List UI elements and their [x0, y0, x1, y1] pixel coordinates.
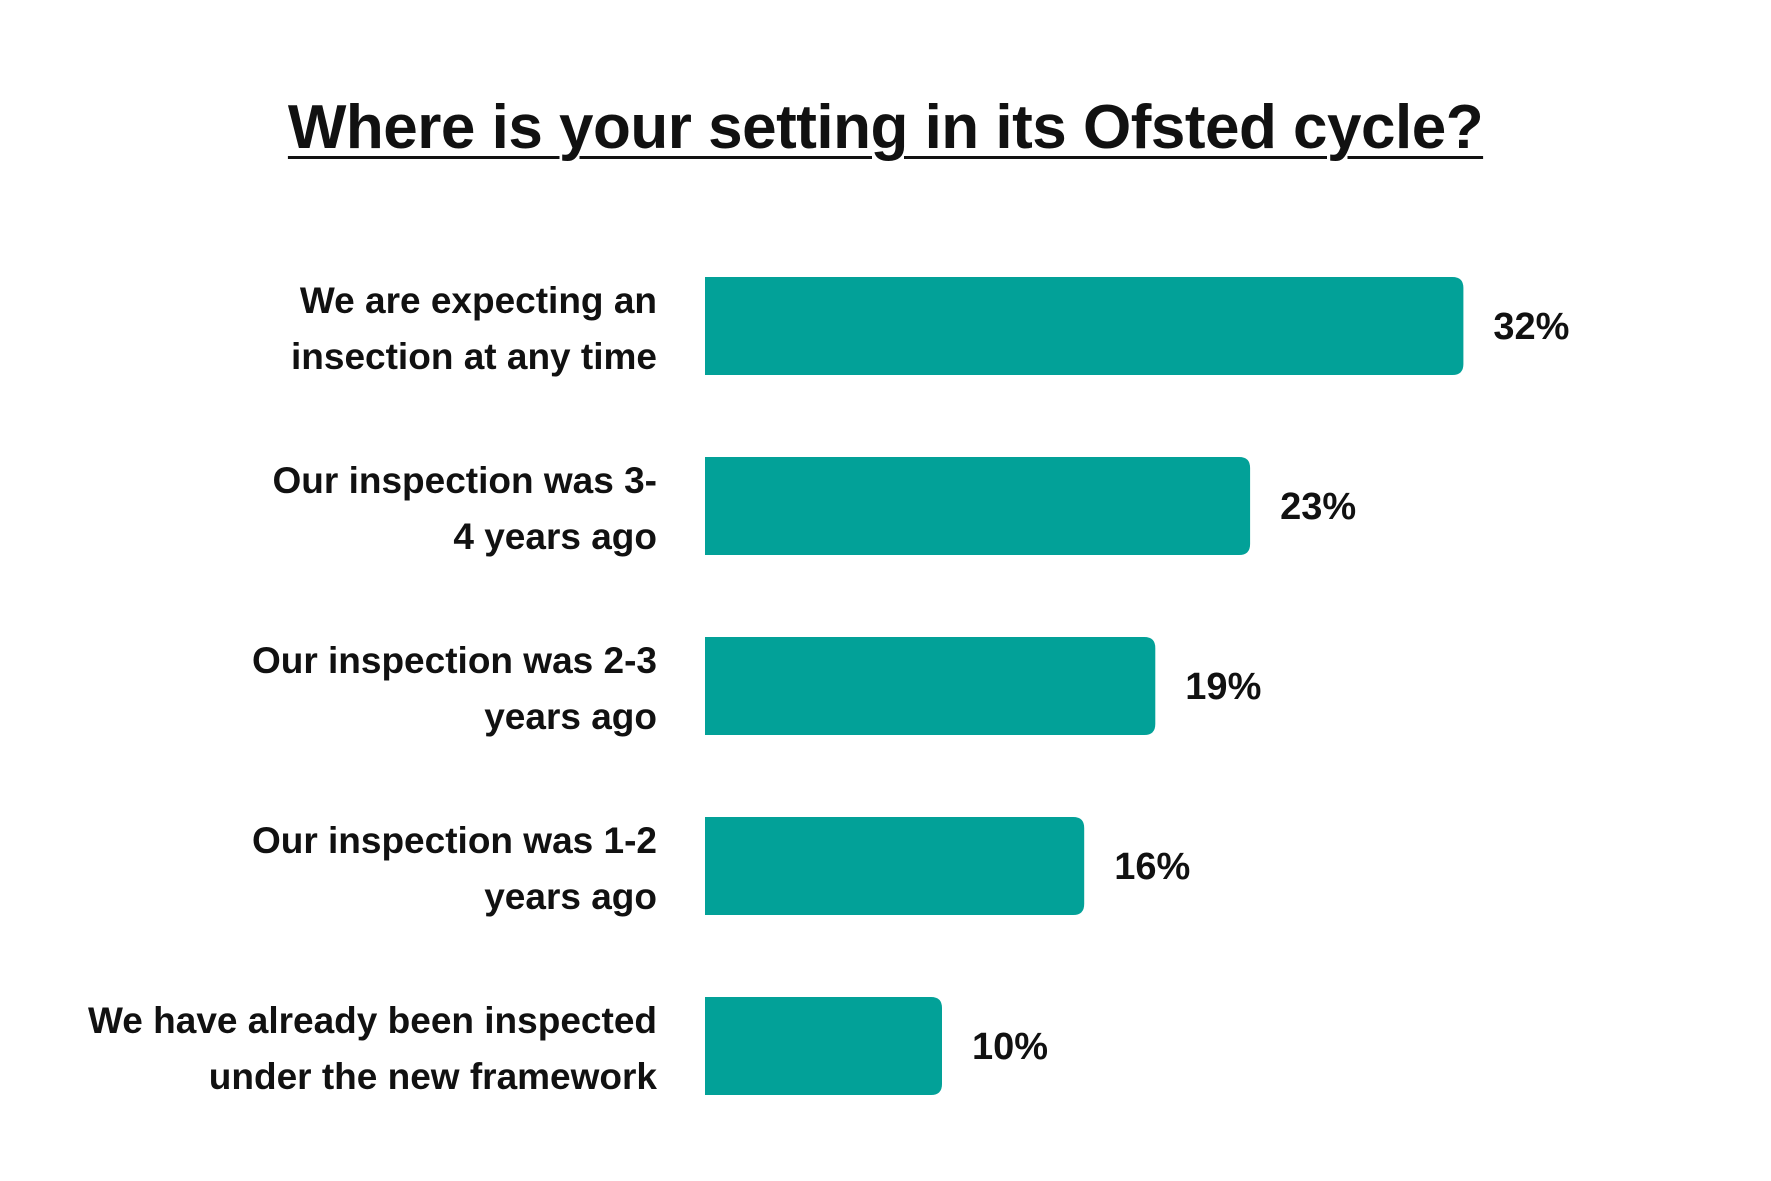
value-label-2: 23% — [1280, 486, 1356, 528]
value-label-1: 32% — [1493, 306, 1569, 348]
category-label-5: We have already been inspected under the … — [88, 1000, 657, 1097]
value-label-5: 10% — [972, 1026, 1048, 1068]
category-label-4: Our inspection was 1-2 years ago — [252, 820, 657, 917]
chart-title: Where is your setting in its Ofsted cycl… — [287, 93, 1484, 162]
value-label-4: 16% — [1114, 846, 1190, 888]
bar-1 — [705, 277, 1464, 375]
value-label-3: 19% — [1185, 666, 1261, 708]
category-label-3: Our inspection was 2-3 years ago — [252, 640, 657, 737]
bar-5 — [705, 997, 942, 1095]
bar-2 — [705, 457, 1251, 555]
bar-3 — [705, 637, 1156, 735]
bar-4 — [705, 817, 1085, 915]
category-label-1: We are expecting an insection at any time — [291, 280, 657, 377]
category-label-2: Our inspection was 3-4 years ago — [273, 460, 657, 557]
